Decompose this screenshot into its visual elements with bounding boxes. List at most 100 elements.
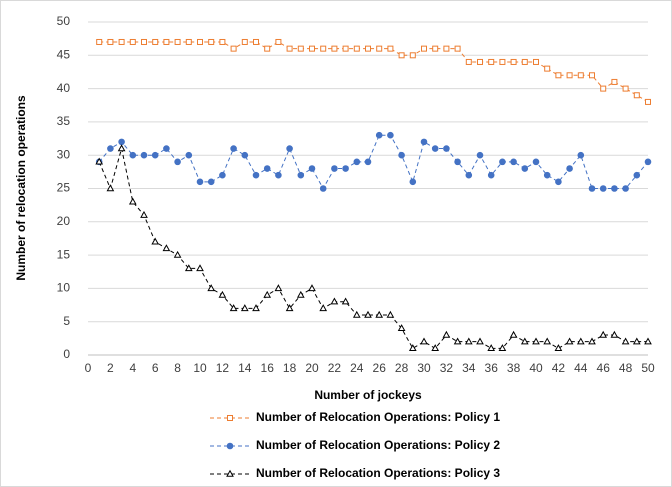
marker (521, 165, 529, 172)
marker (566, 165, 573, 172)
marker (129, 38, 136, 45)
x-tick-label: 0 (85, 361, 92, 375)
marker (208, 38, 215, 45)
marker (645, 98, 651, 105)
marker (509, 330, 518, 338)
x-tick-label: 2 (107, 361, 114, 375)
marker (498, 344, 507, 352)
marker (432, 45, 439, 52)
x-tick-label: 46 (597, 361, 611, 375)
marker (185, 151, 193, 159)
marker (297, 45, 304, 52)
marker (207, 178, 215, 186)
y-tick-label: 5 (63, 314, 70, 328)
y-axis-title: Number of relocation operations (14, 95, 28, 281)
marker (151, 237, 160, 245)
marker (487, 171, 495, 179)
marker (286, 145, 293, 152)
marker (196, 264, 204, 272)
marker (431, 145, 439, 152)
x-tick-label: 32 (440, 361, 454, 375)
marker (297, 171, 305, 179)
marker (520, 337, 529, 345)
legend-label: Number of Relocation Operations: Policy … (256, 410, 500, 424)
marker (555, 178, 562, 186)
x-tick-label: 28 (395, 361, 409, 375)
marker (454, 158, 461, 166)
marker (309, 45, 315, 52)
marker (499, 158, 506, 166)
marker (353, 158, 361, 166)
marker (577, 151, 585, 159)
marker (477, 58, 483, 65)
x-tick-label: 24 (350, 361, 364, 375)
marker (229, 304, 238, 312)
y-tick-label: 20 (57, 214, 71, 228)
marker (174, 38, 181, 45)
marker (353, 45, 360, 52)
x-tick-label: 36 (485, 361, 499, 375)
marker (421, 45, 427, 52)
marker (151, 151, 159, 159)
marker (96, 38, 103, 45)
marker (107, 38, 114, 45)
x-tick-label: 10 (193, 361, 207, 375)
marker (342, 165, 349, 172)
marker (476, 151, 484, 159)
marker (532, 337, 540, 345)
marker (129, 151, 137, 159)
marker (319, 185, 327, 192)
marker (275, 38, 282, 45)
marker (162, 244, 171, 252)
marker (263, 290, 272, 298)
marker (331, 165, 338, 172)
marker (230, 145, 237, 152)
marker (342, 45, 349, 52)
marker (398, 151, 405, 159)
marker (565, 337, 574, 345)
y-tick-label: 15 (57, 247, 71, 261)
marker (431, 344, 440, 352)
y-tick-label: 35 (57, 114, 71, 128)
marker (442, 330, 451, 338)
legend-marker (227, 415, 233, 421)
marker (566, 72, 573, 79)
series (96, 38, 651, 105)
marker (543, 171, 551, 179)
marker (163, 145, 170, 152)
x-tick-label: 16 (261, 361, 275, 375)
x-tick-label: 40 (529, 361, 543, 375)
marker (128, 197, 137, 205)
marker (443, 45, 450, 52)
y-tick-label: 30 (57, 147, 71, 161)
marker (253, 38, 259, 45)
x-axis-title: Number of jockeys (314, 388, 422, 402)
marker (397, 324, 406, 332)
marker (263, 165, 271, 172)
marker (173, 250, 182, 258)
marker (264, 45, 271, 52)
marker (365, 45, 371, 52)
marker (219, 38, 226, 45)
x-tick-label: 8 (174, 361, 181, 375)
marker (465, 171, 473, 179)
marker (185, 38, 192, 45)
marker (308, 284, 316, 292)
marker (152, 38, 159, 45)
marker (610, 330, 619, 338)
marker (589, 72, 595, 79)
x-tick-label: 20 (305, 361, 319, 375)
x-tick-label: 12 (216, 361, 230, 375)
marker (488, 58, 495, 65)
marker (600, 85, 607, 92)
marker (588, 337, 596, 345)
marker (408, 344, 417, 352)
marker (296, 290, 305, 298)
marker (632, 337, 641, 345)
y-tick-label: 50 (57, 14, 71, 28)
marker (241, 151, 249, 159)
marker (387, 131, 394, 139)
marker (252, 171, 260, 179)
marker (285, 304, 294, 312)
